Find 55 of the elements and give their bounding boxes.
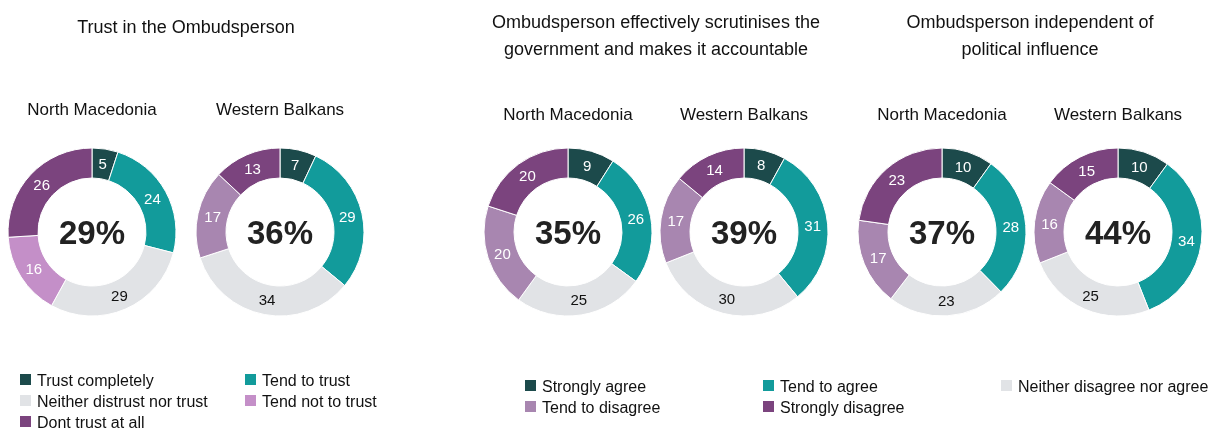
legend-label: Strongly disagree [780, 398, 905, 416]
legend-label: Neither distrust nor trust [37, 392, 209, 410]
slice-label: North Macedonia [877, 105, 1008, 124]
data-label: 17 [869, 249, 887, 267]
data-label: 14 [706, 160, 723, 178]
data-label: 29 [111, 286, 128, 304]
data-label: 9 [583, 156, 592, 174]
chart-title: Ombudsperson independent of political influence [906, 12, 1155, 59]
legend-label: Tend to trust [262, 371, 351, 389]
slice-label: North Macedonia [503, 105, 634, 124]
text: 44% [1084, 213, 1152, 251]
legend-label: Neither disagree nor agree [1018, 377, 1209, 395]
chart-title: Ombudsperson effectively scrutinises the government and makes it accountable [492, 12, 820, 59]
data-label: 8 [756, 156, 766, 174]
legend-label: Trust completely [37, 371, 154, 389]
data-label: 23 [937, 292, 955, 310]
data-label: 16 [1041, 214, 1058, 232]
slice-label: North Macedonia [27, 100, 158, 119]
data-label: 25 [570, 291, 588, 309]
slice-label: Western Balkans [215, 100, 345, 119]
data-label: 30 [718, 290, 736, 308]
data-label: 28 [1002, 217, 1020, 235]
legend-label: Tend to disagree [542, 398, 661, 416]
data-label: 26 [33, 176, 51, 194]
legend-label: Tend not to trust [262, 392, 378, 410]
slice-label: Western Balkans [679, 105, 809, 124]
data-label: 5 [98, 155, 107, 173]
text: 36% [246, 213, 314, 251]
data-label: 20 [494, 244, 511, 262]
legend-label: Strongly agree [542, 377, 647, 395]
data-label: 13 [244, 159, 261, 177]
data-label: 7 [290, 155, 300, 173]
data-label: 10 [954, 157, 972, 175]
data-label: 15 [1078, 161, 1096, 179]
data-label: 16 [25, 260, 43, 278]
data-label: 34 [258, 291, 276, 309]
data-label: 26 [627, 210, 645, 228]
data-label: 23 [888, 171, 906, 189]
data-label: 17 [204, 208, 222, 226]
data-label: 17 [667, 212, 685, 230]
data-label: 31 [804, 216, 822, 234]
data-label: 10 [1130, 157, 1148, 175]
data-label: 25 [1082, 286, 1099, 304]
data-label: 24 [144, 190, 161, 208]
data-label: 34 [1178, 231, 1195, 249]
legend-label: Dont trust at all [37, 413, 145, 431]
data-label: 29 [338, 208, 356, 226]
text: 35% [534, 213, 602, 251]
legend-label: Tend to agree [780, 377, 878, 395]
text: 29% [58, 213, 126, 251]
text: 37% [908, 213, 976, 251]
data-label: 20 [519, 167, 536, 185]
text: 39% [710, 213, 778, 251]
chart-title: Trust in the Ombudsperson [77, 17, 295, 37]
slice-label: Western Balkans [1053, 105, 1183, 124]
